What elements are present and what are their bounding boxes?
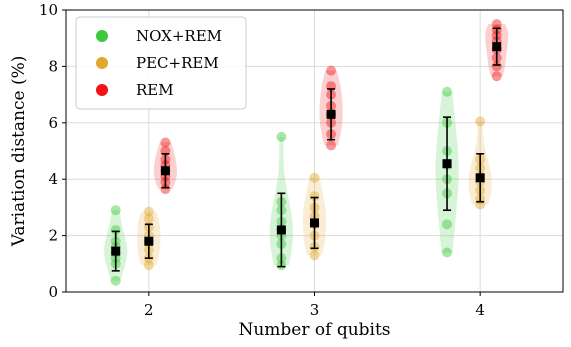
y-axis-label: Variation distance (%) xyxy=(9,56,29,248)
y-tick-label: 2 xyxy=(48,227,58,245)
legend-box xyxy=(75,16,247,110)
x-tick-label: 4 xyxy=(475,301,485,319)
x-axis-label: Number of qubits xyxy=(238,320,390,340)
data-point xyxy=(442,247,453,258)
data-point xyxy=(143,206,154,217)
mean-marker xyxy=(276,225,286,235)
data-point xyxy=(276,131,287,142)
error-bars xyxy=(111,27,502,272)
mean-marker xyxy=(111,246,121,256)
data-point xyxy=(491,71,502,82)
y-tick-label: 8 xyxy=(48,57,58,75)
data-point xyxy=(442,219,453,230)
mean-marker xyxy=(492,42,502,52)
data-point xyxy=(143,213,154,224)
x-ticks: 2 3 4 xyxy=(144,292,485,319)
data-point xyxy=(110,224,121,235)
y-tick-label: 6 xyxy=(48,114,58,132)
data-point xyxy=(160,137,171,148)
legend-marker xyxy=(96,84,108,96)
data-point xyxy=(110,275,121,286)
mean-marker xyxy=(144,236,154,246)
legend-marker xyxy=(96,30,108,42)
data-point xyxy=(160,184,171,195)
legend-label: PEC+REM xyxy=(136,54,219,72)
mean-marker xyxy=(310,218,319,228)
y-tick-label: 10 xyxy=(39,1,58,19)
x-tick-label: 2 xyxy=(144,301,154,319)
data-point xyxy=(143,260,154,271)
mean-marker xyxy=(160,166,170,176)
legend-label: REM xyxy=(136,81,174,99)
data-point xyxy=(442,86,453,97)
y-tick-label: 0 xyxy=(48,283,58,301)
data-point xyxy=(110,205,121,216)
data-point xyxy=(309,172,320,183)
mean-marker xyxy=(326,109,336,119)
data-point xyxy=(309,191,320,202)
data-point xyxy=(491,61,502,72)
data-point xyxy=(475,116,486,127)
y-tick-label: 4 xyxy=(48,170,58,188)
legend-label: NOX+REM xyxy=(136,27,222,45)
mean-marker xyxy=(442,159,452,169)
mean-marker xyxy=(475,173,485,183)
data-point xyxy=(309,250,320,261)
data-point xyxy=(326,140,337,151)
y-ticks: 0 2 4 6 8 10 xyxy=(39,1,66,301)
data-point xyxy=(326,65,337,76)
data-point xyxy=(491,19,502,30)
x-tick-label: 3 xyxy=(310,301,320,319)
legend: NOX+REM PEC+REM REM xyxy=(75,16,247,110)
legend-marker xyxy=(96,57,108,69)
